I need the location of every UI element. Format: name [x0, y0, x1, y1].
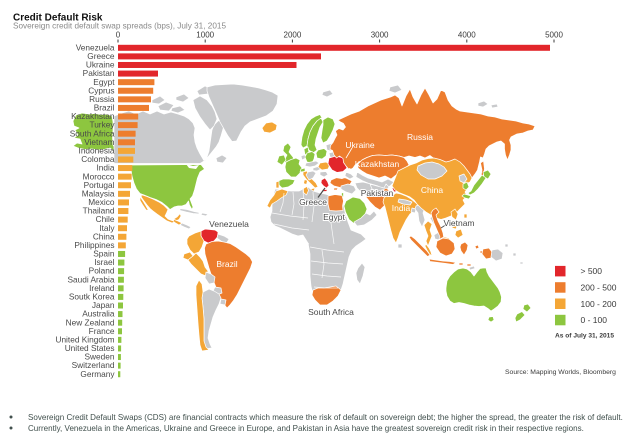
svg-text:Egypt: Egypt [93, 77, 115, 87]
svg-text:Greece: Greece [87, 51, 115, 61]
svg-text:Thailand: Thailand [83, 206, 115, 216]
svg-text:Ukraine: Ukraine [86, 60, 115, 70]
svg-text:Indonesia: Indonesia [79, 145, 115, 155]
svg-text:Vietnam: Vietnam [84, 137, 114, 147]
svg-text:2000: 2000 [284, 31, 302, 40]
svg-text:Pakistan: Pakistan [83, 68, 115, 78]
svg-text:Morocco: Morocco [83, 171, 115, 181]
svg-text:Saudi Arabia: Saudi Arabia [67, 274, 114, 284]
svg-text:Turkey: Turkey [89, 120, 115, 130]
svg-text:Vietnam: Vietnam [443, 218, 474, 228]
svg-text:Philippines: Philippines [74, 240, 114, 250]
svg-text:United States: United States [65, 343, 115, 353]
svg-text:100 - 200: 100 - 200 [581, 299, 617, 309]
svg-text:China: China [93, 231, 115, 241]
svg-text:Italy: Italy [99, 223, 115, 233]
svg-text:Australia: Australia [82, 309, 115, 319]
svg-text:As of July 31, 2015: As of July 31, 2015 [555, 333, 614, 340]
svg-text:Kazakhstan: Kazakhstan [355, 159, 400, 169]
svg-text:0: 0 [116, 31, 121, 40]
svg-text:Portugal: Portugal [84, 180, 115, 190]
svg-text:China: China [421, 185, 443, 195]
svg-text:Egypt: Egypt [323, 212, 345, 222]
svg-text:Sovereign credit default swap: Sovereign credit default swap spreads (b… [13, 22, 226, 31]
svg-text:1000: 1000 [196, 31, 214, 40]
svg-text:Venezuela: Venezuela [76, 42, 115, 52]
svg-text:Kazakhstan: Kazakhstan [71, 111, 115, 121]
svg-text:Malaysia: Malaysia [82, 188, 115, 198]
svg-text:Ireland: Ireland [89, 283, 115, 293]
svg-text:Israel: Israel [94, 257, 114, 267]
svg-text:Chile: Chile [96, 214, 115, 224]
svg-text:200 - 500: 200 - 500 [581, 283, 617, 293]
svg-text:Source: Mapping Worlds, Bloomb: Source: Mapping Worlds, Bloomberg [505, 369, 616, 376]
svg-text:Brazil: Brazil [216, 259, 237, 269]
svg-text:New Zealand: New Zealand [66, 317, 115, 327]
svg-text:Ukraine: Ukraine [345, 140, 375, 150]
svg-text:Greece: Greece [299, 197, 327, 207]
svg-text:India: India [392, 203, 411, 213]
svg-text:3000: 3000 [371, 31, 389, 40]
svg-text:Cyprus: Cyprus [88, 85, 114, 95]
svg-text:Mexico: Mexico [88, 197, 115, 207]
svg-text:Brazil: Brazil [94, 103, 115, 113]
svg-text:Russia: Russia [89, 94, 115, 104]
svg-text:Venezuela: Venezuela [209, 219, 249, 229]
svg-text:Colomba: Colomba [81, 154, 115, 164]
svg-text:Currently, Venezuela in the Am: Currently, Venezuela in the Americas, Uk… [28, 424, 584, 433]
svg-text:United Kingdom: United Kingdom [55, 334, 114, 344]
svg-text:Switzerland: Switzerland [72, 360, 115, 370]
svg-text:Spain: Spain [93, 249, 115, 259]
svg-text:India: India [97, 163, 115, 173]
svg-text:4000: 4000 [458, 31, 476, 40]
svg-text:South Africa: South Africa [308, 307, 354, 317]
svg-text:South Africa: South Africa [70, 128, 115, 138]
svg-text:Japan: Japan [92, 300, 115, 310]
svg-text:Sovereign Credit Default Swaps: Sovereign Credit Default Swaps (CDS) are… [28, 413, 623, 422]
svg-text:> 500: > 500 [581, 266, 603, 276]
svg-text:Pakistan: Pakistan [361, 188, 394, 198]
svg-text:Russia: Russia [407, 132, 433, 142]
svg-text:Poland: Poland [89, 266, 115, 276]
svg-text:Germany: Germany [80, 369, 115, 379]
svg-text:5000: 5000 [545, 31, 563, 40]
svg-text:Credit Default Risk: Credit Default Risk [13, 13, 103, 24]
svg-text:Sweden: Sweden [85, 352, 115, 362]
svg-text:0 - 100: 0 - 100 [581, 315, 608, 325]
svg-text:Soutk Korea: Soutk Korea [69, 292, 115, 302]
svg-text:France: France [89, 326, 115, 336]
